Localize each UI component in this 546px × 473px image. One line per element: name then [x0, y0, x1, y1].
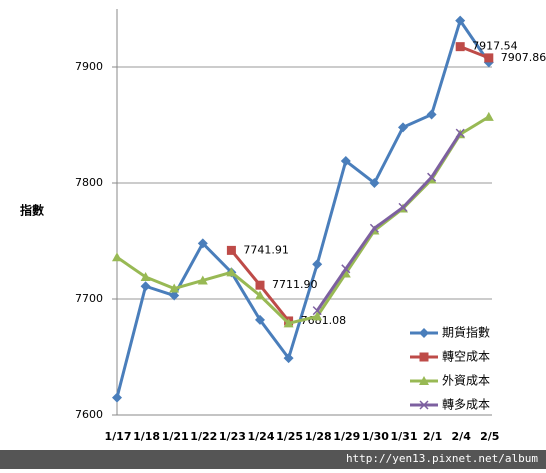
x-tick-label: 2/1	[423, 430, 442, 443]
data-label: 7741.91	[243, 243, 289, 256]
marker	[226, 245, 236, 255]
legend-label: 轉多成本	[442, 398, 490, 412]
marker	[340, 268, 351, 278]
x-tick-label: 1/25	[276, 430, 303, 443]
legend-label: 期貨指數	[442, 325, 490, 340]
marker	[419, 328, 429, 338]
marker	[419, 400, 429, 410]
marker	[369, 178, 380, 188]
marker	[312, 306, 322, 316]
x-tick-label: 1/24	[248, 430, 275, 443]
x-tick-label: 1/18	[133, 430, 160, 443]
marker	[169, 290, 180, 301]
marker	[455, 128, 465, 138]
series-line	[459, 45, 490, 60]
x-tick-label: 2/4	[452, 430, 472, 443]
marker	[140, 271, 151, 281]
marker	[312, 311, 323, 321]
x-tick-label: 1/28	[305, 430, 332, 443]
data-label: 7907.86	[501, 51, 546, 64]
x-tick-label: 1/21	[162, 430, 189, 443]
y-tick-label: 7800	[75, 176, 103, 189]
legend-label: 轉空成本	[442, 350, 490, 364]
x-tick-label: 1/30	[362, 430, 389, 443]
series-line	[315, 132, 462, 312]
marker	[455, 15, 466, 26]
x-tick-label: 2/5	[480, 430, 499, 443]
marker	[484, 53, 494, 63]
marker	[112, 252, 122, 262]
x-tick-label: 1/23	[219, 430, 246, 443]
marker	[398, 122, 408, 133]
marker	[369, 223, 379, 233]
marker	[283, 353, 294, 364]
marker	[197, 238, 208, 249]
marker	[483, 111, 494, 121]
y-axis-label: 指數	[20, 203, 44, 218]
marker	[255, 314, 265, 325]
marker	[112, 392, 122, 403]
data-label: 7681.08	[301, 314, 347, 327]
marker	[426, 109, 437, 120]
x-tick-label: 1/17	[105, 430, 132, 443]
marker	[340, 155, 351, 166]
watermark-bar	[0, 450, 546, 469]
marker	[140, 281, 151, 292]
marker	[283, 318, 294, 328]
marker	[169, 283, 180, 293]
x-tick-label: 1/22	[190, 430, 217, 443]
series-line	[115, 17, 491, 398]
marker	[398, 202, 408, 212]
marker	[255, 290, 265, 300]
marker	[427, 172, 437, 182]
marker	[341, 264, 351, 274]
data-label: 7917.54	[472, 40, 518, 53]
x-tick-label: 1/29	[333, 430, 360, 443]
marker	[255, 280, 265, 290]
marker	[419, 376, 429, 385]
legend-label: 外資成本	[442, 374, 490, 388]
y-tick-label: 7900	[75, 60, 103, 73]
marker	[455, 42, 465, 52]
y-tick-label: 7700	[75, 292, 103, 305]
marker	[419, 352, 429, 362]
watermark: http://yen13.pixnet.net/album	[346, 452, 538, 465]
marker	[312, 259, 323, 270]
marker	[197, 275, 208, 285]
marker	[226, 267, 237, 277]
x-tick-label: 1/31	[391, 430, 418, 443]
y-tick-label: 7600	[75, 408, 103, 421]
data-label: 7711.90	[272, 278, 318, 291]
